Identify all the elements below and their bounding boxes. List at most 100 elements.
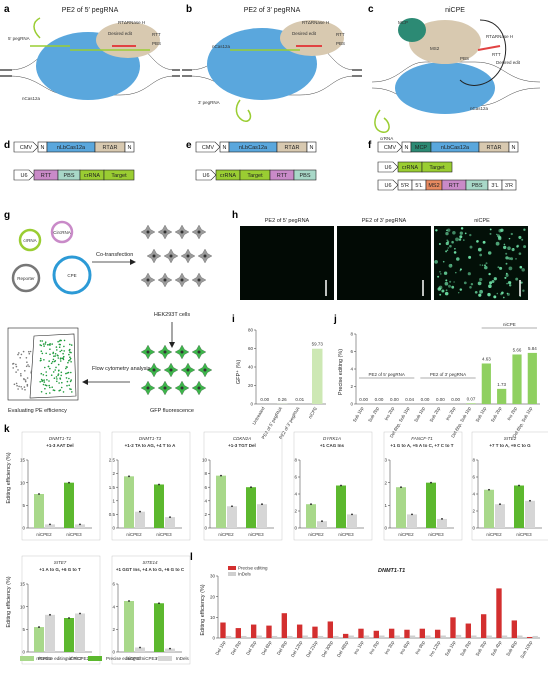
part-label: RTT <box>41 173 52 179</box>
flow-event <box>68 349 71 352</box>
flow-event <box>54 360 57 362</box>
y-tick-label: 15 <box>20 582 26 587</box>
y-tick-label: 2 <box>112 471 115 476</box>
gfp-positive-cell <box>515 258 517 260</box>
bar-precise <box>336 485 346 528</box>
bar-indel-l <box>363 635 370 638</box>
gfp-positive-cell <box>497 266 500 269</box>
x-tick-label: Del 12bp <box>290 640 304 659</box>
flow-event <box>51 343 53 345</box>
part-label: crRNA <box>402 165 419 171</box>
flow-event <box>24 370 26 372</box>
gfp-positive-cell <box>522 289 525 292</box>
part-label: Target <box>111 173 127 179</box>
part-label: CMV <box>202 145 215 151</box>
part-box <box>293 169 317 181</box>
flow-event <box>43 381 46 383</box>
plasmid-cpe <box>52 255 92 295</box>
k-subchart-frame <box>471 431 548 541</box>
flow-event <box>55 346 58 348</box>
replicate-dot <box>38 626 40 628</box>
flow-event <box>28 365 30 368</box>
flow-event <box>57 340 59 343</box>
x-tick-label: niCPE3 <box>248 532 264 537</box>
panel-b-letter: b <box>186 4 192 15</box>
x-tick-label: Del 48bp <box>336 640 350 659</box>
flow-event <box>43 379 45 381</box>
panel-h-letter: h <box>232 210 238 221</box>
flow-event <box>60 386 63 389</box>
x-tick-label: Del 1bp <box>214 640 226 656</box>
flow-event <box>65 377 68 379</box>
panel-c-crrna-label: crRNA <box>380 136 393 141</box>
gfp-positive-cell <box>468 255 472 259</box>
replicate-dot <box>250 486 252 489</box>
hek-cell-nucleus <box>186 254 190 258</box>
panel-g-gfp: GFP fluorescence <box>150 408 194 414</box>
panel-b-rtt-label: RTT <box>336 32 345 37</box>
x-tick-label: Untreated <box>251 406 265 426</box>
y-tick-label: 40 <box>248 365 254 370</box>
replicate-dot <box>158 602 160 605</box>
k-subchart-frame <box>111 555 191 665</box>
flow-event <box>46 379 48 381</box>
replicate-dot <box>488 488 490 491</box>
replicate-dot <box>340 484 342 487</box>
bar-indel-l <box>317 635 324 638</box>
gfp-positive-cell <box>467 272 471 276</box>
gfp-positive-cell <box>463 239 465 241</box>
y-tick-label: 10 <box>20 604 26 609</box>
replicate-dot <box>158 483 160 486</box>
y-tick-label: 1 <box>384 503 387 508</box>
bar-indel-l <box>379 635 385 638</box>
part-label: U6 <box>384 165 391 171</box>
panel-a-title: PE2 of 5′ pegRNA <box>62 7 119 14</box>
bar-precise <box>396 487 406 528</box>
group-label: PE2 of 3′ pegRNA <box>430 372 466 377</box>
gfp-positive-cell <box>464 232 467 235</box>
gfp-positive-cell <box>505 256 509 260</box>
gfp-positive-cell <box>510 232 513 236</box>
x-tick-label: Sub 4bp <box>490 640 503 657</box>
gfp-positive-cell <box>454 247 456 250</box>
bar-indel-l <box>471 635 477 638</box>
panel-f-row1: CMV N MCP nLbCas12a RTΔR N <box>377 141 519 153</box>
y-tick-label: 0 <box>472 526 475 531</box>
flow-event <box>56 349 58 351</box>
gfp-cell-nucleus <box>163 386 167 390</box>
x-tick-label: Sub 1bp <box>352 406 365 423</box>
gfp-positive-cell <box>445 241 449 246</box>
bar-precise <box>216 475 226 528</box>
panel-g-reporter: Reporter <box>17 276 35 281</box>
part-box <box>103 169 135 181</box>
bar-precise <box>124 601 134 652</box>
replicate-dot <box>231 505 233 508</box>
flow-event <box>50 362 53 365</box>
bar-value-label: 0.00 <box>375 397 384 402</box>
gfp-positive-cell <box>510 257 514 261</box>
bar-precise-l <box>358 628 364 638</box>
part-label: RTΔR <box>103 145 118 151</box>
gfp-positive-cell <box>489 228 492 231</box>
x-tick-label: niCPE <box>307 406 318 420</box>
replicate-dot <box>430 481 432 484</box>
gfp-positive-cell <box>479 253 483 257</box>
gfp-positive-cell <box>523 245 527 249</box>
y-tick-label: 4 <box>112 604 115 609</box>
gfp-positive-cell <box>488 284 492 289</box>
flow-event <box>65 367 67 370</box>
flow-event <box>49 344 51 346</box>
gfp-positive-cell <box>479 264 481 266</box>
bar-precise <box>246 487 256 528</box>
gfp-positive-cell <box>479 277 483 282</box>
replicate-dot <box>499 503 501 506</box>
gfp-positive-cell <box>441 289 445 293</box>
mcp-shape <box>398 18 426 42</box>
flow-event <box>15 363 17 366</box>
part-label: 3′R <box>505 183 513 189</box>
y-tick-label: 0 <box>350 402 353 407</box>
flow-event <box>53 389 56 392</box>
flow-event <box>61 381 63 384</box>
